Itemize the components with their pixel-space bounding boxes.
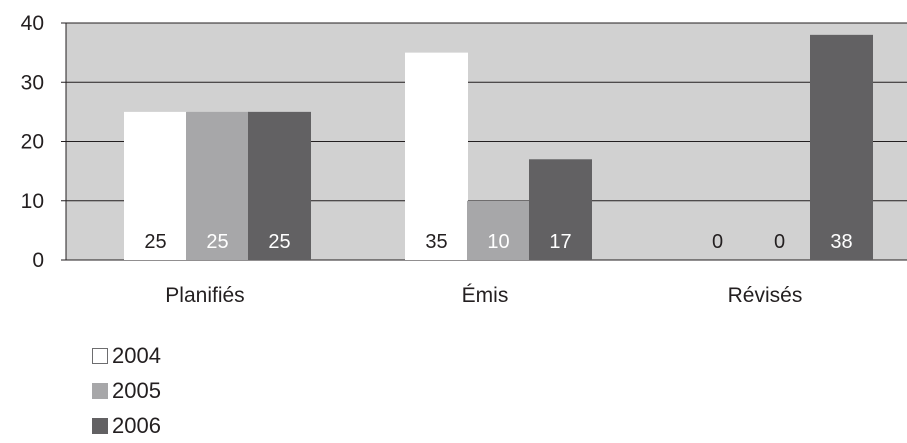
x-axis-ticks: Planifiés Émis Révisés — [165, 284, 802, 307]
bar-chart: 25 25 25 35 10 17 0 0 38 0 10 20 30 40 Planifiés Émis… — [21, 12, 907, 307]
bars — [124, 34, 873, 260]
legend-label-2006: 2006 — [112, 412, 161, 438]
bar-label-2004-Révisés: 0 — [712, 231, 723, 253]
bar-2006-Émis — [529, 159, 592, 260]
legend-label-2004: 2004 — [112, 342, 161, 368]
legend-item-2005: 2005 — [92, 373, 161, 408]
x-tick-label-2: Révisés — [728, 284, 803, 307]
legend-item-2004: 2004 — [92, 338, 161, 373]
bar-2005-Planifiés — [186, 111, 249, 260]
legend-item-2006: 2006 — [92, 408, 161, 443]
legend-label-2005: 2005 — [112, 377, 161, 403]
y-tick-label-10: 10 — [21, 190, 44, 213]
legend-swatch-2006 — [92, 417, 108, 434]
y-tick-label-30: 30 — [21, 71, 44, 94]
bar-2006-Planifiés — [248, 111, 311, 260]
bar-label-2006-Révisés: 38 — [830, 231, 852, 253]
bar-value-labels: 25 25 25 35 10 17 0 0 38 — [144, 231, 852, 253]
bar-2005-Émis — [467, 200, 530, 260]
bar-2004-Planifiés — [124, 111, 187, 260]
bar-label-2006-Planifiés: 25 — [268, 231, 290, 253]
y-tick-label-40: 40 — [21, 12, 44, 35]
x-tick-label-1: Émis — [462, 284, 509, 307]
legend: 2004 2005 2006 — [92, 338, 161, 443]
bar-label-2004-Émis: 35 — [425, 231, 447, 253]
y-axis-ticks: 0 10 20 30 40 — [21, 12, 66, 272]
x-tick-label-0: Planifiés — [165, 284, 244, 307]
bar-2004-Émis — [405, 52, 468, 260]
y-tick-label-0: 0 — [32, 249, 44, 272]
bar-label-2005-Planifiés: 25 — [206, 231, 228, 253]
bar-2006-Révisés — [810, 34, 873, 260]
bar-label-2005-Émis: 10 — [487, 231, 509, 253]
bar-label-2006-Émis: 17 — [549, 231, 571, 253]
bar-label-2004-Planifiés: 25 — [144, 231, 166, 253]
legend-swatch-2005 — [92, 382, 108, 399]
legend-swatch-2004 — [92, 347, 108, 364]
y-tick-label-20: 20 — [21, 131, 44, 154]
bar-label-2005-Révisés: 0 — [774, 231, 785, 253]
